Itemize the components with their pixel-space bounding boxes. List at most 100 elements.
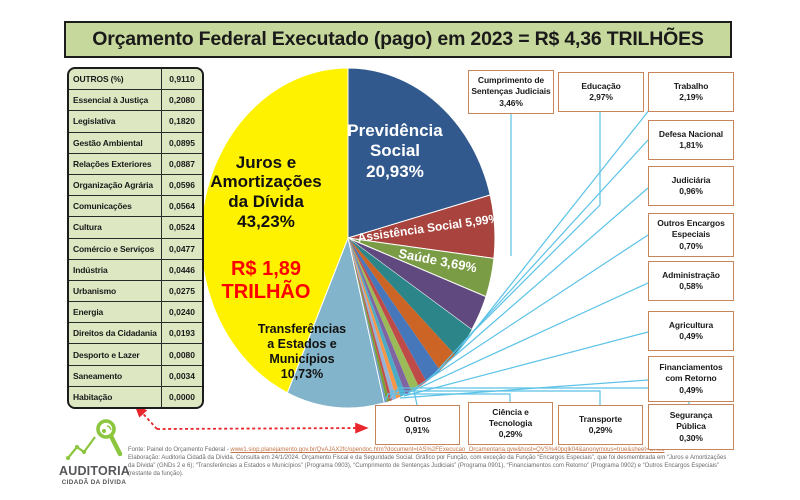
callout-name: Administração	[662, 269, 720, 280]
outros-table-row: Comunicações 0,0564	[69, 196, 202, 218]
pie-label-juros-title: Juros e Amortizações da Dívida 43,23%	[210, 152, 322, 231]
callout-judiciaria: Judiciária 0,96%	[648, 166, 734, 206]
auditoria-logo: AUDITORIA CIDADÃ DA DÍVIDA	[59, 416, 131, 486]
pie-slice-administracao	[348, 238, 406, 397]
row-value: 0,0524	[161, 217, 202, 238]
callout-name: Ciência e Tecnologia	[488, 406, 533, 428]
row-value: 0,2080	[161, 90, 202, 111]
row-label: Relações Exteriores	[73, 158, 152, 169]
callout-name: Segurança Pública	[669, 410, 713, 432]
callout-outros-encargos: Outros Encargos Especiais 0,70%	[648, 213, 734, 257]
row-label: Habitação	[73, 391, 113, 402]
source-line-3: da Dívida” (GNDs 2 e 6); “Transferências…	[128, 462, 720, 469]
callout-outros: Outros 0,91%	[375, 405, 460, 445]
pie-slice-ciencia	[348, 238, 390, 402]
logo-name: AUDITORIA	[59, 464, 131, 478]
callout-percent: 0,30%	[679, 432, 703, 443]
row-label: Direitos da Cidadania	[73, 328, 157, 339]
pie-slice-transporte	[348, 238, 387, 403]
connector-trabalho	[454, 108, 651, 356]
outros-table-row: Cultura 0,0524	[69, 217, 202, 239]
connector-educacao	[474, 112, 601, 331]
row-value: 0,0000	[161, 386, 202, 407]
callout-percent: 0,49%	[679, 384, 703, 395]
callout-percent: 0,29%	[588, 425, 613, 435]
callout-cumprimento: Cumprimento de Sentenças Judiciais 3,46%	[468, 70, 554, 114]
callout-percent: 2,19%	[679, 92, 703, 102]
source-prefix: Fonte: Painel do Orçamento Federal -	[128, 447, 231, 453]
pie-slice-previdencia	[347, 67, 491, 239]
row-value: 0,0895	[161, 132, 202, 153]
callout-educacao: Educação 2,97%	[558, 72, 644, 112]
outros-table-row: Habitação 0,0000	[69, 386, 202, 407]
pie-label-juros-amount: R$ 1,89 TRILHÃO	[221, 258, 311, 304]
outros-table-row: Urbanismo 0,0275	[69, 280, 202, 303]
callout-seguranca: Segurança Pública 0,30%	[648, 404, 734, 450]
row-value: 0,0193	[161, 323, 202, 344]
callout-percent: 1,81%	[679, 140, 703, 150]
callout-name: Trabalho	[673, 80, 709, 91]
row-label: Organização Agrária	[73, 180, 153, 191]
callout-name: Outros Encargos Especiais	[657, 218, 725, 240]
row-value: 0,9110	[161, 69, 202, 90]
row-value: 0,0596	[161, 174, 202, 196]
callout-name: Financiamentos com Retorno	[659, 362, 723, 384]
source-note: Fonte: Painel do Orçamento Federal - www…	[128, 447, 748, 479]
callout-name: Agricultura	[668, 319, 714, 330]
pie-slice-agricultura	[348, 238, 401, 399]
outros-table-row: Direitos da Cidadania 0,0193	[69, 323, 202, 345]
callout-percent: 0,58%	[679, 281, 703, 291]
row-label: Legislativa	[73, 116, 116, 127]
outros-table-row: Indústria 0,0446	[69, 259, 202, 281]
pie-slice-judiciaria	[348, 238, 427, 387]
outros-table-row: Gestão Ambiental 0,0895	[69, 132, 202, 154]
pie-label-previdencia: Previdência Social 20,93%	[347, 121, 443, 181]
callout-percent: 0,29%	[498, 429, 523, 440]
connector-financiamentos	[399, 379, 649, 399]
callout-transporte: Transporte 0,29%	[558, 405, 643, 445]
source-line-4: (restante da função).	[128, 470, 184, 477]
callout-name: Judiciária	[671, 174, 711, 185]
callout-percent: 3,46%	[499, 97, 523, 108]
pie-slice-financiamentos	[348, 238, 397, 401]
callout-percent: 0,70%	[679, 240, 703, 251]
callout-name: Educação	[581, 80, 621, 91]
callout-name: Defesa Nacional	[658, 128, 724, 139]
pie-label-juros: Juros e Amortizações da Dívida 43,23% R$…	[186, 133, 346, 324]
connector-judiciaria	[425, 187, 649, 382]
row-value: 0,0446	[161, 259, 202, 280]
callout-name: Transporte	[579, 413, 622, 424]
row-label: Comunicações	[73, 201, 132, 212]
row-value: 0,0034	[161, 365, 202, 386]
pie-slice-juros	[200, 67, 349, 394]
connector-ciencia	[385, 393, 511, 402]
pie-slice-outros-encargos	[348, 238, 412, 395]
row-label: Energia	[73, 307, 104, 318]
outros-table-row: Legislativa 0,1820	[69, 111, 202, 133]
row-label: Saneamento	[73, 370, 123, 381]
row-value: 0,0275	[161, 280, 202, 302]
row-value: 0,0240	[161, 302, 202, 323]
outros-table-row: Energia 0,0240	[69, 302, 202, 324]
magnifier-chart-icon	[66, 419, 123, 460]
logo-subtitle: CIDADÃ DA DÍVIDA	[61, 478, 127, 486]
connector-administracao	[407, 282, 649, 394]
pie-slice-trabalho	[348, 238, 455, 371]
callout-financiamentos: Financiamentos com Retorno 0,49%	[648, 356, 734, 402]
callout-name: Cumprimento de Sentenças Judiciais	[471, 75, 551, 97]
source-url-link[interactable]: www1.siop.planejamento.gov.br/QvAJAX2fc/…	[230, 447, 665, 453]
row-value: 0,0564	[161, 196, 202, 217]
pie-slice-outros	[348, 238, 419, 392]
source-line-2: Elaboração: Auditoria Cidadã da Dívida. …	[128, 454, 727, 461]
row-label: Cultura	[73, 222, 102, 233]
callout-percent: 0,49%	[679, 331, 703, 341]
page-title: Orçamento Federal Executado (pago) em 20…	[64, 21, 732, 58]
outros-table-row: Organização Agrária 0,0596	[69, 174, 202, 197]
row-label: Urbanismo	[73, 285, 117, 296]
connector-transporte	[389, 390, 601, 405]
row-value: 0,1820	[161, 111, 202, 132]
row-value: 0,0080	[161, 344, 202, 365]
row-label: Comércio e Serviços	[73, 243, 155, 254]
pie-slice-cumprimento	[347, 237, 487, 331]
